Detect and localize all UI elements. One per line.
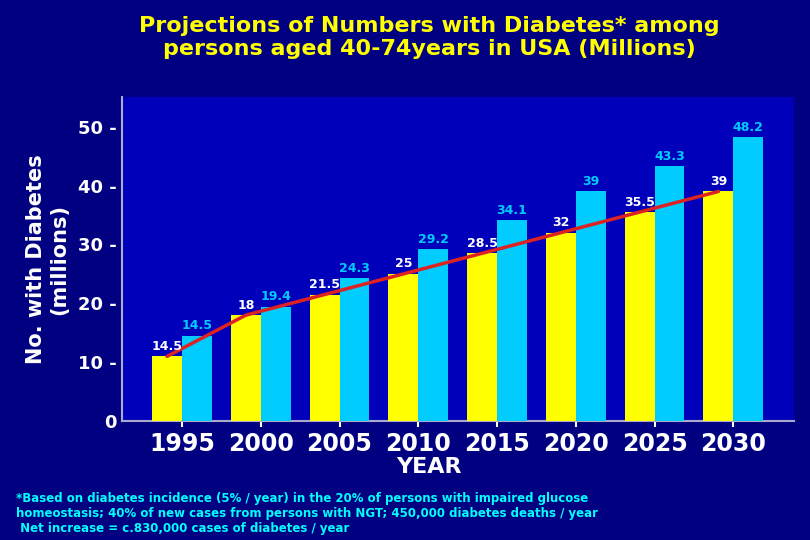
Text: 39: 39 — [582, 175, 599, 188]
Bar — [261, 307, 291, 421]
Text: 34.1: 34.1 — [497, 204, 527, 217]
Text: 14.5: 14.5 — [151, 340, 182, 353]
Y-axis label: No. with Diabetes
(millions): No. with Diabetes (millions) — [27, 154, 70, 364]
Bar — [467, 253, 497, 421]
Bar — [654, 166, 684, 421]
Text: 32: 32 — [552, 216, 569, 229]
Bar — [733, 137, 763, 421]
Text: 29.2: 29.2 — [418, 233, 449, 246]
Text: Projections of Numbers with Diabetes* among
persons aged 40-74years in USA (Mill: Projections of Numbers with Diabetes* am… — [139, 16, 719, 59]
Bar — [418, 249, 448, 421]
Bar — [388, 274, 418, 421]
Bar — [576, 192, 606, 421]
Bar — [625, 212, 654, 421]
Bar — [231, 315, 261, 421]
Bar — [182, 336, 212, 421]
Text: 48.2: 48.2 — [733, 121, 764, 134]
Bar — [546, 233, 576, 421]
Bar — [339, 278, 369, 421]
Text: 25: 25 — [394, 258, 412, 271]
Bar — [497, 220, 527, 421]
Bar — [703, 192, 733, 421]
Text: 21.5: 21.5 — [309, 278, 340, 291]
Text: 18: 18 — [237, 299, 254, 312]
Text: 24.3: 24.3 — [339, 261, 370, 274]
Bar — [152, 356, 182, 421]
Bar — [309, 294, 339, 421]
Text: 19.4: 19.4 — [260, 291, 291, 303]
Text: 39: 39 — [710, 175, 727, 188]
Text: *Based on diabetes incidence (5% / year) in the 20% of persons with impaired glu: *Based on diabetes incidence (5% / year)… — [16, 491, 599, 535]
Text: 14.5: 14.5 — [181, 319, 212, 332]
Text: 43.3: 43.3 — [654, 150, 685, 163]
Text: 35.5: 35.5 — [625, 195, 655, 208]
Text: YEAR: YEAR — [397, 457, 462, 477]
Text: 28.5: 28.5 — [467, 237, 497, 250]
